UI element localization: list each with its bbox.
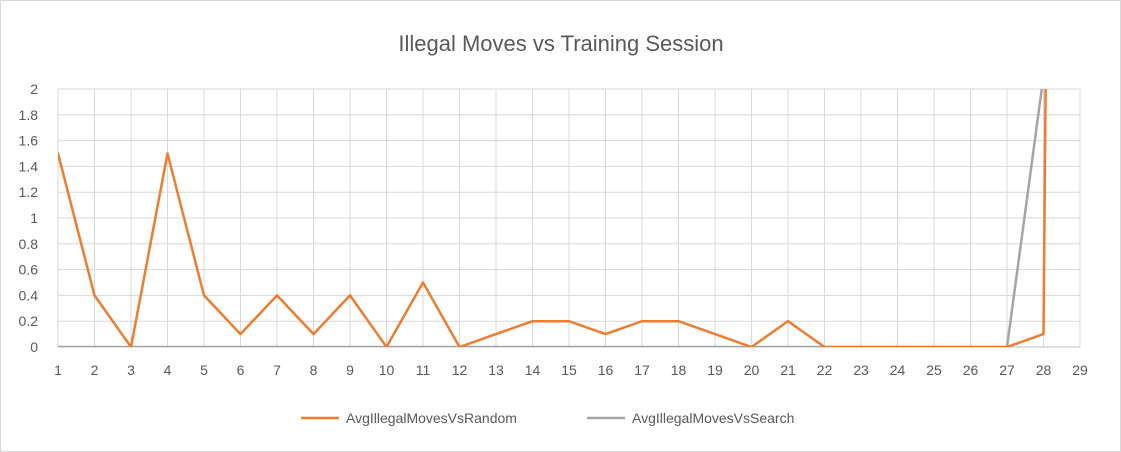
series-line-AvgIllegalMovesVsSearch [58, 89, 1044, 347]
x-tick-label: 20 [744, 362, 760, 378]
x-tick-label: 19 [707, 362, 723, 378]
y-tick-label: 2 [30, 81, 38, 97]
series-layer [58, 89, 1047, 347]
x-tick-label: 6 [237, 362, 245, 378]
x-tick-label: 5 [200, 362, 208, 378]
x-tick-label: 26 [963, 362, 979, 378]
x-tick-label: 16 [598, 362, 614, 378]
grid [57, 88, 1081, 348]
x-tick-label: 3 [127, 362, 135, 378]
x-tick-label: 2 [91, 362, 99, 378]
x-tick-label: 25 [926, 362, 942, 378]
y-tick-label: 1.4 [19, 158, 39, 174]
x-tick-label: 28 [1036, 362, 1052, 378]
x-tick-label: 29 [1072, 362, 1088, 378]
y-tick-label: 0.4 [19, 287, 39, 303]
x-tick-label: 9 [346, 362, 354, 378]
x-tick-label: 10 [379, 362, 395, 378]
y-axis-ticks: 0 0.2 0.4 0.6 0.8 1 1.2 1.4 1.6 1.8 2 [19, 81, 39, 355]
legend-label: AvgIllegalMovesVsRandom [346, 410, 517, 426]
y-tick-label: 0.2 [19, 313, 39, 329]
x-tick-label: 7 [273, 362, 281, 378]
x-tick-label: 18 [671, 362, 687, 378]
y-tick-label: 1 [30, 210, 38, 226]
legend: AvgIllegalMovesVsRandom AvgIllegalMovesVs… [301, 410, 794, 426]
series-line-AvgIllegalMovesVsRandom [58, 89, 1047, 347]
x-tick-label: 27 [999, 362, 1015, 378]
x-tick-label: 21 [780, 362, 796, 378]
y-tick-label: 1.6 [19, 133, 39, 149]
y-tick-label: 1.2 [19, 184, 39, 200]
chart-title: Illegal Moves vs Training Session [398, 31, 723, 56]
x-tick-label: 12 [452, 362, 468, 378]
y-tick-label: 1.8 [19, 107, 39, 123]
x-tick-label: 13 [488, 362, 504, 378]
x-tick-label: 17 [634, 362, 650, 378]
x-tick-label: 23 [853, 362, 869, 378]
x-tick-label: 24 [890, 362, 906, 378]
x-tick-label: 11 [416, 362, 431, 378]
x-tick-label: 15 [561, 362, 577, 378]
x-axis-ticks: 1 2 3 4 5 6 7 8 9 10 11 12 13 14 15 16 17 18 19 20 21 22 23 24 2… [54, 362, 1088, 378]
y-tick-label: 0.6 [19, 262, 39, 278]
legend-label: AvgIllegalMovesVsSearch [632, 410, 794, 426]
x-tick-label: 1 [54, 362, 62, 378]
x-tick-label: 8 [310, 362, 318, 378]
x-tick-label: 4 [164, 362, 172, 378]
x-tick-label: 22 [817, 362, 833, 378]
x-tick-label: 14 [525, 362, 541, 378]
y-tick-label: 0.8 [19, 236, 39, 252]
y-tick-label: 0 [30, 339, 38, 355]
